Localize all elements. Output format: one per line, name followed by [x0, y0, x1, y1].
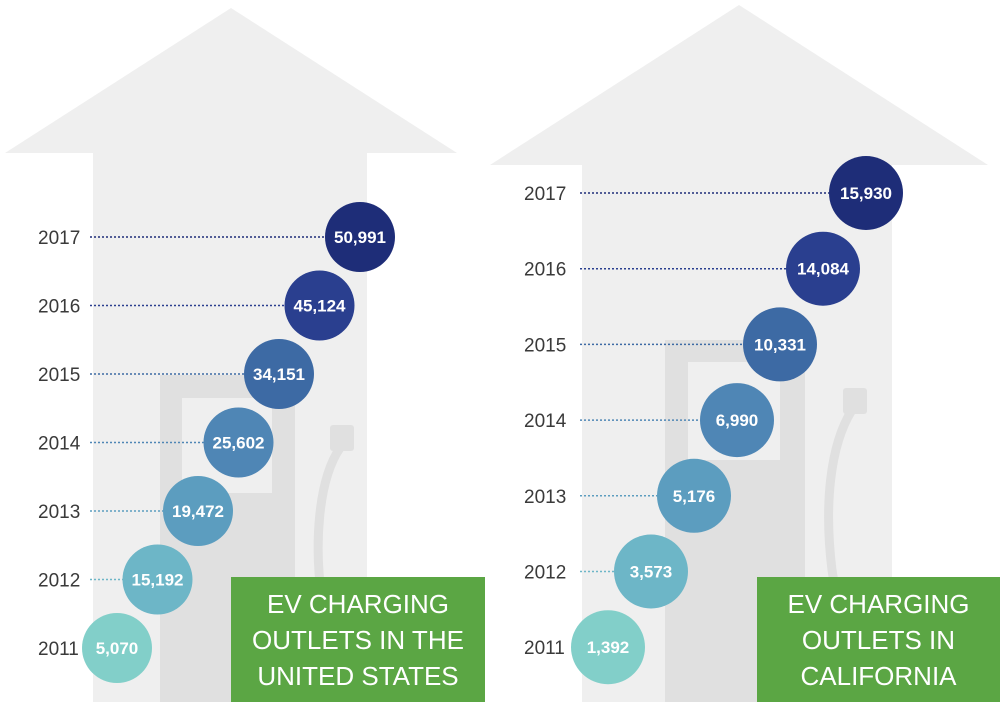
us-value-bubble	[163, 476, 233, 546]
us-value-bubble	[82, 613, 152, 683]
ca-value-bubble	[743, 307, 817, 382]
us-value-label: 50,991	[334, 228, 386, 247]
ca-value-bubble	[786, 231, 860, 306]
us-title-line-2: OUTLETS IN THE	[252, 624, 464, 655]
us-title-line-1: EV CHARGING	[266, 588, 450, 619]
ca-value-label: 5,176	[673, 487, 716, 506]
ca-year-label: 2016	[524, 260, 566, 281]
us-year-label: 2017	[38, 228, 80, 249]
ca-title-line-3: CALIFORNIA	[800, 660, 957, 691]
us-value-label: 15,192	[132, 571, 184, 590]
us-value-bubble	[325, 202, 395, 272]
ca-value-label: 10,331	[754, 335, 806, 354]
us-arrow-roof	[5, 8, 457, 153]
ca-title-line-2: OUTLETS IN	[801, 624, 956, 655]
us-value-bubble	[244, 339, 314, 409]
us-value-label: 34,151	[253, 365, 305, 384]
us-title-line-3: UNITED STATES	[257, 660, 459, 691]
us-year-label: 2014	[38, 434, 81, 455]
ca-value-bubble	[614, 534, 688, 609]
ca-year-label: 2011	[524, 638, 565, 659]
ca-value-label: 14,084	[797, 260, 850, 279]
ca-value-bubble	[571, 610, 645, 685]
us-value-label: 5,070	[96, 639, 139, 658]
ca-year-label: 2013	[524, 487, 566, 508]
us-value-label: 19,472	[172, 502, 224, 521]
us-year-label: 2012	[38, 571, 80, 592]
ca-value-bubble	[657, 458, 731, 533]
us-value-bubble	[284, 270, 355, 341]
us-title-box: EV CHARGING OUTLETS IN THE UNITED STATES	[231, 577, 485, 702]
us-value-label: 45,124	[294, 297, 347, 316]
ca-value-label: 1,392	[587, 638, 630, 657]
us-year-label: 2015	[38, 365, 80, 386]
ca-title-line-1: EV CHARGING	[787, 588, 970, 619]
us-value-bubble	[203, 407, 274, 478]
ca-year-label: 2015	[524, 335, 566, 356]
ca-value-bubble	[700, 383, 774, 458]
ca-arrow-roof	[490, 5, 988, 165]
ca-value-label: 6,990	[716, 411, 759, 430]
us-year-label: 2011	[38, 639, 79, 660]
ca-year-label: 2014	[524, 411, 567, 432]
ca-year-label: 2012	[524, 563, 566, 584]
us-year-label: 2013	[38, 502, 80, 523]
ca-value-label: 3,573	[630, 563, 673, 582]
ca-value-label: 15,930	[840, 184, 892, 203]
us-value-label: 25,602	[213, 434, 265, 453]
us-value-bubble	[122, 544, 193, 615]
ca-value-bubble	[829, 156, 903, 230]
ca-title-box: EV CHARGING OUTLETS IN CALIFORNIA	[757, 577, 1000, 702]
ca-year-label: 2017	[524, 184, 566, 205]
us-year-label: 2016	[38, 297, 80, 318]
